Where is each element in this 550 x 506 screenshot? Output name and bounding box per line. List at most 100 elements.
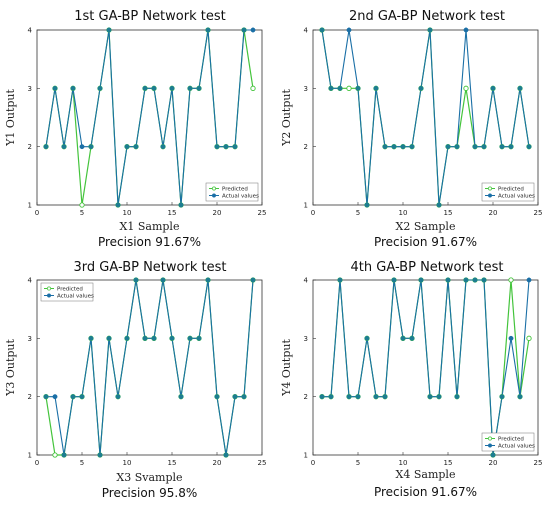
- legend-swatch-marker: [488, 186, 492, 191]
- data-point-actual: [43, 394, 49, 400]
- data-point-actual: [517, 394, 523, 400]
- chart-panel-3: 3rd GA-BP Network test 0 5 10 15 20 25 1 2 3 4 X3 S…: [4, 260, 266, 500]
- legend-label: Actual values: [57, 294, 94, 300]
- data-point-actual: [106, 335, 112, 341]
- data-point-actual: [115, 394, 121, 400]
- data-point-actual: [409, 144, 415, 150]
- data-point-predicted: [346, 85, 352, 91]
- legend-box: [481, 182, 535, 202]
- data-point-actual: [142, 85, 148, 91]
- data-point-actual: [481, 277, 487, 283]
- data-point-actual: [79, 394, 85, 400]
- x-tick-label: 0: [35, 459, 39, 467]
- y-tick-label: 4: [28, 27, 33, 35]
- data-point-actual: [427, 394, 433, 400]
- data-point-actual: [427, 27, 433, 33]
- x-tick-label: 0: [311, 209, 315, 217]
- legend-swatch-marker: [488, 443, 492, 448]
- legend-label: Predicted: [498, 187, 524, 193]
- data-point-actual: [151, 85, 157, 91]
- data-point-actual: [382, 144, 388, 150]
- x-tick-label: 10: [123, 459, 132, 467]
- chart-title: 2nd GA-BP Network test: [349, 9, 505, 24]
- data-point-actual: [187, 85, 193, 91]
- data-point-actual: [445, 277, 451, 283]
- data-point-actual: [508, 335, 514, 341]
- data-point-actual: [481, 144, 487, 150]
- data-point-actual: [178, 202, 184, 208]
- data-point-actual: [526, 144, 532, 150]
- x-tick-label: 20: [489, 209, 498, 217]
- x-tick-label: 15: [444, 209, 453, 217]
- data-point-actual: [232, 394, 238, 400]
- data-point-actual: [499, 144, 505, 150]
- data-point-actual: [223, 144, 229, 150]
- data-point-actual: [160, 144, 166, 150]
- legend-label: Actual values: [498, 194, 535, 200]
- data-point-actual: [319, 394, 325, 400]
- data-point-actual: [436, 202, 442, 208]
- data-point-actual: [106, 27, 112, 33]
- data-point-actual: [454, 144, 460, 150]
- x-tick-label: 25: [534, 459, 543, 467]
- data-point-actual: [400, 335, 406, 341]
- y-axis-label: Y2 Output: [280, 89, 293, 147]
- data-point-actual: [115, 202, 121, 208]
- data-point-actual: [178, 394, 184, 400]
- data-point-actual: [97, 452, 103, 458]
- data-point-actual: [133, 144, 139, 150]
- chart-title: 3rd GA-BP Network test: [74, 260, 227, 275]
- data-point-actual: [391, 277, 397, 283]
- data-point-actual: [160, 277, 166, 283]
- chart-panel-1: 1st GA-BP Network test 0 5 10 15 20 25 1 2 3 4 X1 S…: [4, 9, 266, 249]
- precision-label: Precision 91.67%: [374, 485, 477, 499]
- x-tick-label: 25: [534, 209, 543, 217]
- data-point-actual: [517, 85, 523, 91]
- y-axis-label: Y3 Output: [4, 339, 17, 397]
- legend-label: Actual values: [222, 194, 259, 200]
- x-axis-label: X4 Sample: [396, 468, 456, 481]
- plot-frame: [36, 29, 263, 206]
- y-tick-label: 4: [304, 277, 309, 285]
- y-tick-label: 2: [304, 143, 308, 151]
- y-tick-label: 4: [28, 277, 33, 285]
- x-tick-label: 10: [399, 459, 408, 467]
- data-point-actual: [436, 394, 442, 400]
- legend-label: Predicted: [222, 187, 248, 193]
- legend-label: Actual values: [498, 444, 535, 450]
- x-tick-label: 5: [356, 459, 360, 467]
- data-point-actual: [526, 277, 532, 283]
- data-point-actual: [454, 394, 460, 400]
- data-point-actual: [124, 144, 130, 150]
- y-tick-label: 2: [28, 143, 32, 151]
- data-point-actual: [382, 394, 388, 400]
- data-point-actual: [52, 394, 58, 400]
- y-tick-label: 3: [28, 85, 32, 93]
- legend-label: Predicted: [57, 287, 83, 293]
- data-point-actual: [346, 394, 352, 400]
- data-point-actual: [391, 144, 397, 150]
- data-point-actual: [472, 277, 478, 283]
- x-tick-label: 25: [258, 459, 267, 467]
- data-point-actual: [214, 394, 220, 400]
- data-point-actual: [400, 144, 406, 150]
- data-point-actual: [196, 335, 202, 341]
- data-point-actual: [88, 335, 94, 341]
- data-point-actual: [223, 452, 229, 458]
- y-tick-label: 4: [304, 27, 309, 35]
- x-tick-label: 25: [258, 209, 267, 217]
- data-point-predicted: [463, 85, 469, 91]
- y-tick-label: 3: [304, 335, 308, 343]
- data-point-predicted: [526, 335, 532, 341]
- x-axis-label: X3 Svample: [116, 471, 182, 484]
- y-tick-label: 2: [28, 393, 32, 401]
- data-point-predicted: [250, 85, 256, 91]
- x-tick-label: 0: [311, 459, 315, 467]
- data-point-actual: [472, 144, 478, 150]
- precision-label: Precision 95.8%: [102, 486, 197, 500]
- precision-label: Precision 91.67%: [98, 235, 201, 249]
- data-point-actual: [499, 394, 505, 400]
